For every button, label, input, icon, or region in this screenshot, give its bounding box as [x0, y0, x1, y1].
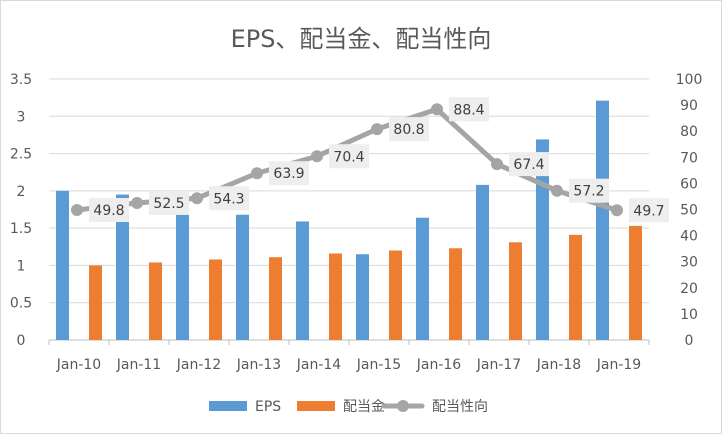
- payout-ratio-label-box: [269, 161, 309, 186]
- x-axis-category-label: Jan-13: [236, 357, 281, 373]
- left-axis-tick-label: 1: [17, 258, 26, 274]
- payout-ratio-data-label: 54.3: [213, 191, 244, 207]
- right-axis-tick-label: 100: [676, 72, 703, 88]
- payout-ratio-label-box: [509, 152, 549, 177]
- x-axis-category-label: Jan-16: [416, 357, 462, 373]
- x-axis-category-label: Jan-11: [116, 357, 161, 373]
- payout-ratio-label-box: [149, 190, 189, 215]
- x-axis-category-label: Jan-10: [56, 357, 101, 373]
- left-axis-tick-label: 3: [17, 109, 26, 125]
- eps-bar: [236, 214, 249, 340]
- x-axis-category-label: Jan-15: [356, 357, 401, 373]
- eps-bar: [596, 100, 609, 340]
- right-axis-tick-label: 80: [680, 124, 698, 140]
- right-axis-tick-label: 40: [680, 229, 698, 245]
- right-axis-tick-label: 70: [680, 150, 698, 166]
- x-axis-category-label: Jan-14: [296, 357, 342, 373]
- dividend-bar: [329, 253, 342, 340]
- payout-ratio-data-label: 52.5: [153, 196, 184, 212]
- payout-ratio-marker: [491, 158, 503, 171]
- payout-ratio-data-label: 67.4: [513, 157, 544, 173]
- payout-ratio-marker: [71, 204, 83, 217]
- payout-ratio-data-label: 49.7: [633, 203, 664, 219]
- payout-ratio-marker: [251, 167, 263, 180]
- dividend-bar: [269, 257, 282, 340]
- payout-ratio-data-label: 88.4: [453, 102, 484, 118]
- legend-dividend-swatch: [297, 401, 335, 411]
- left-axis-tick-label: 3.5: [10, 72, 32, 88]
- eps-bar: [476, 184, 489, 340]
- payout-ratio-marker: [611, 204, 623, 217]
- eps-bar: [116, 194, 129, 340]
- right-axis-tick-label: 10: [680, 307, 698, 323]
- payout-ratio-marker: [311, 150, 323, 163]
- eps-bar: [296, 221, 309, 340]
- legend-eps-swatch: [209, 401, 247, 411]
- x-axis-category-label: Jan-17: [476, 357, 521, 373]
- payout-ratio-label-box: [449, 97, 489, 122]
- legend-eps-label: EPS: [255, 399, 281, 415]
- legend-payout-ratio-marker: [397, 400, 409, 412]
- payout-ratio-marker: [131, 196, 143, 209]
- right-axis-tick-label: 90: [680, 98, 698, 114]
- legend-dividend-label: 配当金: [343, 399, 385, 415]
- payout-ratio-marker: [371, 123, 383, 136]
- legend-payout-ratio-label: 配当性向: [432, 399, 488, 415]
- eps-bar: [416, 217, 429, 340]
- left-axis-tick-label: 0: [17, 333, 26, 349]
- x-axis-category-label: Jan-12: [176, 357, 221, 373]
- eps-bar: [536, 139, 549, 340]
- payout-ratio-data-label: 63.9: [273, 166, 304, 182]
- payout-ratio-marker: [191, 192, 203, 205]
- dividend-bar: [389, 250, 402, 340]
- left-axis-tick-label: 2.5: [10, 147, 32, 163]
- right-axis-tick-label: 50: [680, 203, 698, 219]
- payout-ratio-marker: [551, 184, 563, 197]
- x-axis-category-label: Jan-19: [596, 357, 641, 373]
- dividend-bar: [209, 259, 222, 340]
- eps-bar: [56, 190, 69, 340]
- payout-ratio-label-box: [89, 198, 129, 223]
- payout-ratio-label-box: [389, 117, 429, 142]
- payout-ratio-label-box: [629, 198, 669, 223]
- right-axis-tick-label: 60: [680, 176, 698, 192]
- left-axis-tick-label: 2: [17, 184, 26, 200]
- payout-ratio-data-label: 80.8: [393, 122, 424, 138]
- x-axis-category-label: Jan-18: [536, 357, 581, 373]
- dividend-bar: [629, 225, 642, 340]
- dividend-bar: [569, 234, 582, 340]
- right-axis-tick-label: 0: [685, 333, 694, 349]
- chart-title: EPS、配当金、配当性向: [231, 25, 492, 53]
- dividend-bar: [89, 265, 102, 340]
- payout-ratio-data-label: 57.2: [573, 184, 604, 200]
- eps-bar: [176, 196, 189, 340]
- payout-ratio-data-label: 70.4: [333, 149, 364, 165]
- dividend-bar: [149, 262, 162, 340]
- left-axis-tick-label: 0.5: [10, 296, 32, 312]
- payout-ratio-data-label: 49.8: [93, 203, 124, 219]
- right-axis-tick-label: 20: [680, 281, 698, 297]
- dividend-bar: [449, 248, 462, 340]
- payout-ratio-label-box: [569, 178, 609, 203]
- left-axis-tick-label: 1.5: [10, 221, 32, 237]
- right-axis-tick-label: 30: [680, 255, 698, 271]
- eps-bar: [356, 254, 369, 340]
- payout-ratio-marker: [431, 103, 443, 116]
- payout-ratio-label-box: [209, 186, 249, 211]
- payout-ratio-label-box: [329, 144, 369, 169]
- dividend-bar: [509, 242, 522, 340]
